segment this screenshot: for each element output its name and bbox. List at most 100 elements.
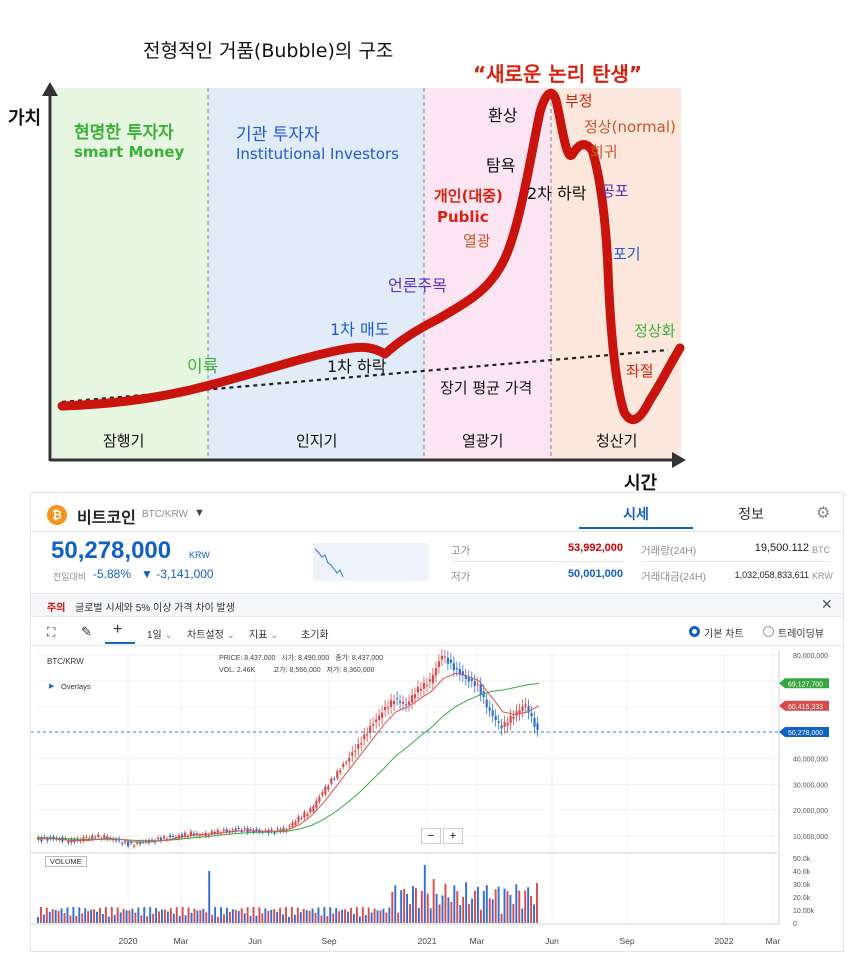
toolbar-divider [31, 645, 843, 646]
volume-bar [60, 908, 63, 923]
tab-quote-underline [579, 527, 693, 529]
zoom-out-button[interactable]: − [421, 828, 441, 844]
candle-body [249, 828, 252, 830]
candle-body [381, 712, 384, 718]
crosshair-icon[interactable]: + [113, 621, 123, 638]
volume-bar [305, 910, 308, 923]
annotation-normalize: 정상화 [634, 322, 676, 340]
volume-bar [69, 915, 72, 923]
candle-body [404, 704, 408, 706]
candle-body [416, 687, 420, 693]
volume-bar [376, 910, 379, 923]
candle-body [437, 661, 440, 668]
volume-bar [338, 911, 341, 923]
candle-body [115, 839, 118, 841]
volume-bar [228, 911, 231, 923]
candle-body [384, 706, 387, 711]
candle-body [189, 831, 192, 836]
volume-bar [155, 908, 158, 923]
volume-bar [482, 890, 485, 923]
candle-body [521, 706, 524, 711]
volume-bar [143, 907, 146, 923]
amount-label: 거래대금(24H) [641, 571, 706, 583]
volume-bar [87, 911, 90, 923]
volume-bar [276, 911, 279, 923]
candle-body [530, 712, 533, 717]
low-label: 저가 [451, 571, 471, 583]
volume-bar [225, 907, 228, 923]
volume-bar [190, 912, 193, 923]
price-tag-label: 60,415,333 [788, 704, 823, 711]
tab-quote[interactable]: 시세 [623, 506, 649, 522]
volume-bar [403, 888, 406, 923]
interval-select[interactable]: 1일 ⌄ [147, 626, 173, 641]
ohlc-low-value: 8,360,000 [343, 667, 375, 674]
volume-bar [382, 908, 385, 923]
candle-body [467, 677, 470, 682]
ohlc-open-value: 8,490,000 [298, 655, 330, 662]
volume-bar [152, 913, 155, 923]
price-chart[interactable]: 80,000,00070,000,00060,000,00050,000,000… [31, 646, 843, 952]
candle-body [282, 827, 285, 831]
candle-body [392, 701, 396, 705]
chart-settings-label: 차트설정 [187, 630, 224, 641]
tab-info[interactable]: 정보 [738, 506, 764, 522]
chart-settings-button[interactable]: 차트설정 ⌄ [187, 626, 235, 641]
x-tick-label: Mar [470, 936, 485, 946]
volume-bar [116, 907, 119, 923]
volume-bar [72, 907, 75, 923]
candle-body [180, 834, 184, 838]
volume-bar [166, 911, 169, 923]
chevron-down-icon: ⌄ [226, 630, 235, 641]
high-label: 고가 [451, 545, 471, 557]
header-divider [31, 531, 843, 532]
volume-bar [90, 909, 93, 923]
volume-bar [462, 896, 465, 923]
crosshair-underline [105, 642, 135, 644]
volume-bar [414, 888, 417, 923]
candle-body [133, 845, 136, 847]
volume-bar [364, 914, 367, 923]
volume-bar [249, 915, 252, 923]
candle-body [130, 842, 133, 844]
draw-icon[interactable]: ✎ [81, 624, 92, 639]
candle-body [524, 704, 527, 707]
candle-body [351, 752, 354, 756]
overlays-label[interactable]: Overlays [61, 682, 91, 691]
volume-bar [515, 884, 518, 923]
fullscreen-icon[interactable]: ⛶ [47, 625, 56, 639]
candle-body [360, 743, 363, 745]
radio-basic-chart[interactable] [689, 626, 700, 637]
gear-icon[interactable]: ⚙ [816, 505, 831, 522]
ohlc-price-label: PRICE: [219, 655, 243, 662]
volume-bar [193, 908, 196, 923]
volume-bar [367, 907, 370, 923]
volume-bar [161, 909, 163, 923]
volume-bar [99, 907, 101, 923]
volume-bar [391, 891, 394, 923]
candle-body [366, 733, 369, 736]
candle-body [488, 707, 491, 711]
y-tick-label: 30,000,000 [793, 782, 828, 789]
play-icon[interactable]: ▶ [49, 683, 55, 690]
volume-bar [184, 915, 187, 923]
candle-body [500, 725, 503, 729]
indicators-button[interactable]: 지표 ⌄ [249, 626, 279, 641]
radio-trading-view[interactable] [763, 626, 774, 637]
candle-body [186, 836, 189, 838]
volume-bar [223, 914, 225, 923]
candle-body [449, 659, 452, 663]
candle-body [345, 762, 348, 764]
volume-bar [75, 915, 78, 923]
candle-body [219, 833, 222, 835]
candle-body [192, 833, 195, 835]
candle-body [159, 837, 163, 841]
zoom-in-button[interactable]: + [443, 828, 463, 844]
candle-body [348, 758, 351, 762]
y-tick-label: 80,000,000 [793, 653, 828, 660]
close-icon[interactable]: ✕ [821, 596, 833, 612]
reset-button[interactable]: 초기화 [301, 630, 329, 641]
chevron-down-icon[interactable]: ▼ [194, 507, 205, 519]
y-axis-label: 가치 [8, 108, 42, 129]
x-tick-label: Sep [619, 936, 634, 946]
